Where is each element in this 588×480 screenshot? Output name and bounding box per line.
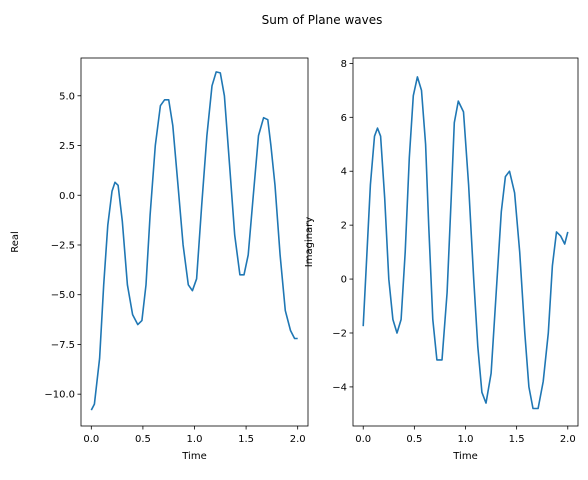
series-line (90, 71, 298, 411)
y-tick-label: 0.0 (59, 191, 75, 202)
x-tick-label: 0.0 (355, 434, 371, 445)
real-part-subplot: 0.0 0.5 1.0 1.5 2.0 −10.0 −7.5 −5.0 −2.5 0.0 2.5 5.… (10, 57, 309, 462)
x-tick-label: 1.0 (458, 434, 474, 445)
x-tick-label: 2.0 (560, 434, 576, 445)
y-tick-label: 4 (341, 167, 347, 178)
y-tick-label: 2 (341, 221, 347, 232)
x-tick-label: 2.0 (290, 434, 306, 445)
y-tick-label: 8 (341, 59, 347, 70)
axes-frame (80, 57, 309, 427)
y-tick-label: −2 (332, 328, 347, 339)
x-tick-label: 0.5 (135, 434, 151, 445)
imaginary-part-subplot: 0.0 0.5 1.0 1.5 2.0 −4 −2 0 2 4 6 8 Time Imaginary (304, 57, 579, 462)
x-tick-label: 0.5 (406, 434, 422, 445)
x-tick-label: 1.5 (509, 434, 525, 445)
figure-title: Sum of Plane waves (262, 13, 383, 27)
series-line (362, 76, 569, 410)
y-tick-label: −2.5 (51, 240, 75, 251)
y-tick-label: 6 (341, 113, 347, 124)
y-tick-label: −7.5 (51, 340, 75, 351)
y-axis-label: Imaginary (304, 217, 315, 268)
y-tick-label: 0 (341, 275, 347, 286)
x-tick-label: 1.5 (238, 434, 254, 445)
y-tick-label: −5.0 (51, 290, 75, 301)
x-tick-label: 1.0 (187, 434, 203, 445)
x-tick-label: 0.0 (83, 434, 99, 445)
y-tick-label: −10.0 (44, 390, 75, 401)
x-axis-label: Time (181, 451, 206, 462)
y-tick-label: 2.5 (59, 141, 75, 152)
x-axis-label: Time (452, 451, 477, 462)
y-axis-label: Real (10, 231, 21, 253)
y-tick-label: −4 (332, 382, 347, 393)
y-tick-label: 5.0 (59, 91, 75, 102)
